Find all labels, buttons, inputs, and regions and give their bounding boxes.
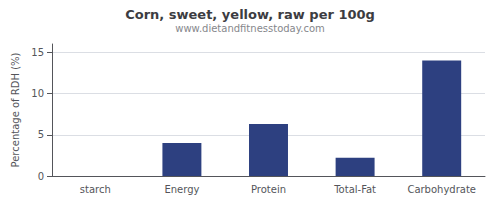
svg-text:Carbohydrate: Carbohydrate [407, 184, 476, 195]
svg-text:10: 10 [31, 88, 44, 99]
svg-text:15: 15 [31, 47, 44, 58]
svg-text:5: 5 [38, 129, 44, 140]
svg-text:Corn, sweet, yellow, raw per 1: Corn, sweet, yellow, raw per 100g [125, 7, 375, 22]
svg-text:Energy: Energy [164, 184, 199, 195]
svg-text:Percentage of RDH (%): Percentage of RDH (%) [10, 52, 21, 167]
svg-text:0: 0 [38, 171, 44, 182]
svg-text:www.dietandfitnesstoday.com: www.dietandfitnesstoday.com [175, 23, 324, 34]
svg-text:Protein: Protein [251, 184, 286, 195]
svg-text:Total-Fat: Total-Fat [333, 184, 376, 195]
svg-text:starch: starch [80, 184, 111, 195]
